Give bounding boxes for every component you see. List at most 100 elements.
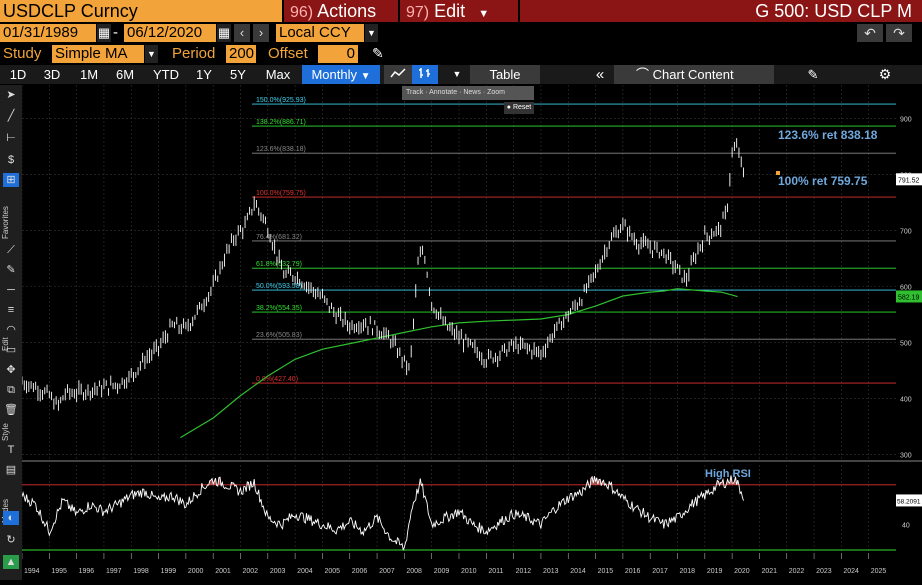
range-ytd[interactable]: YTD bbox=[153, 67, 179, 82]
y-tick-label: 900 bbox=[900, 117, 912, 124]
range-6m[interactable]: 6M bbox=[115, 67, 135, 82]
mode-icon[interactable]: ◐ bbox=[3, 511, 19, 525]
green-mode-icon[interactable]: ▲ bbox=[3, 555, 19, 569]
bar-chart-icon[interactable] bbox=[412, 65, 438, 84]
y-tick-label: 300 bbox=[900, 452, 912, 459]
chart-content-label: Chart Content bbox=[652, 67, 734, 82]
x-tick-label: 2018 bbox=[680, 568, 696, 575]
study-select[interactable]: Simple MA bbox=[52, 45, 144, 63]
annotation-marker bbox=[776, 171, 780, 175]
pen-icon[interactable]: ✎ bbox=[6, 264, 16, 276]
move-icon[interactable]: ✥ bbox=[6, 364, 16, 376]
arc-icon[interactable]: ◠ bbox=[6, 324, 16, 336]
chevron-down-icon[interactable]: ▼ bbox=[365, 24, 378, 42]
calendar-icon[interactable]: ▦ bbox=[217, 24, 231, 42]
last-price-value: 791.52 bbox=[898, 177, 920, 184]
rsi-last-value: 58.2091 bbox=[897, 498, 921, 505]
range-1y[interactable]: 1Y bbox=[196, 67, 212, 82]
x-tick-label: 2002 bbox=[243, 568, 259, 575]
currency-select[interactable]: Local CCY bbox=[276, 24, 364, 42]
start-date-field[interactable]: 01/31/1989 bbox=[0, 24, 96, 42]
study-label: Study bbox=[3, 45, 42, 62]
range-max[interactable]: Max bbox=[265, 67, 291, 82]
shape-icon[interactable]: ▭ bbox=[5, 344, 17, 356]
end-date-field[interactable]: 06/12/2020 bbox=[124, 24, 216, 42]
offset-field[interactable]: 0 bbox=[318, 45, 358, 63]
x-tick-label: 2015 bbox=[598, 568, 614, 575]
fib-level-label: 138.2%(886.71) bbox=[256, 119, 306, 126]
track-button[interactable]: Track bbox=[406, 89, 424, 96]
favorites-label: Favorites bbox=[1, 206, 10, 239]
calendar-icon[interactable]: ▦ bbox=[97, 24, 111, 42]
x-tick-label: 1998 bbox=[133, 568, 149, 575]
annotation-1236: 123.6% ret 838.18 bbox=[778, 128, 878, 142]
cursor-icon[interactable]: ➤ bbox=[6, 89, 16, 101]
collapse-icon[interactable]: « bbox=[595, 66, 605, 83]
fib-icon[interactable]: ⊞ bbox=[3, 173, 19, 187]
next-arrow-icon[interactable]: › bbox=[253, 24, 269, 42]
chevron-down-icon[interactable]: ▼ bbox=[145, 45, 158, 63]
edit-label: Edit bbox=[434, 1, 466, 21]
reset-button[interactable]: ● Reset bbox=[504, 102, 534, 114]
ma-price-tag bbox=[896, 290, 922, 303]
gear-icon[interactable]: ⚙ bbox=[878, 66, 892, 82]
redo-icon[interactable]: ↷ bbox=[886, 24, 912, 42]
undo-icon[interactable]: ↶ bbox=[857, 24, 883, 42]
chevron-down-icon: ▼ bbox=[360, 71, 371, 82]
dash-icon[interactable]: ─ bbox=[7, 284, 15, 296]
edit-pencil-icon[interactable]: ✎ bbox=[807, 67, 819, 82]
line-draw-icon[interactable]: ╱ bbox=[7, 110, 15, 122]
dollar-icon[interactable]: $ bbox=[7, 154, 15, 166]
x-tick-label: 1999 bbox=[161, 568, 177, 575]
x-tick-label: 2020 bbox=[734, 568, 750, 575]
table-button[interactable]: Table bbox=[489, 67, 521, 82]
chart-toolbar: 1D 3D 1M 6M YTD 1Y 5Y Max Monthly ▼ ▼ Ta… bbox=[0, 65, 922, 84]
text-icon[interactable]: T bbox=[7, 444, 15, 456]
range-1d[interactable]: 1D bbox=[9, 67, 27, 82]
chart-area[interactable]: 0.0%(427.40) 23.6%(505.83) 38.2%(554.35) 50… bbox=[21, 85, 922, 580]
trash-icon[interactable]: 🗑 bbox=[4, 404, 18, 416]
actions-menu[interactable]: 96) Actions ▼ bbox=[284, 0, 398, 44]
annotate-button[interactable]: Annotate bbox=[429, 89, 458, 96]
x-tick-label: 2010 bbox=[461, 568, 477, 575]
date-separator: - bbox=[113, 24, 118, 41]
chevron-down-icon: ▼ bbox=[478, 8, 490, 20]
x-tick-label: 1997 bbox=[106, 568, 122, 575]
edit-menu[interactable]: 97) Edit ▼ bbox=[400, 0, 518, 22]
frequency-select[interactable]: Monthly ▼ bbox=[302, 65, 380, 84]
fib-level-label: 100.0%(759.75) bbox=[256, 190, 306, 197]
range-5y[interactable]: 5Y bbox=[230, 67, 246, 82]
pencil-icon[interactable]: ✎ bbox=[372, 45, 384, 61]
color-icon[interactable]: ▤ bbox=[5, 464, 17, 476]
brush-icon[interactable]: ⟋ bbox=[7, 244, 15, 256]
channel-icon[interactable]: ≡ bbox=[7, 304, 15, 316]
annotation-100: 100% ret 759.75 bbox=[778, 174, 868, 188]
chart-content-button[interactable]: ⌒ Chart Content bbox=[636, 65, 776, 84]
annotate-toolbar: Track · Annotate · News · Zoom bbox=[402, 86, 534, 100]
title-bar: USDCLP Curncy 96) Actions ▼ 97) Edit ▼ G… bbox=[0, 0, 922, 44]
range-1m[interactable]: 1M bbox=[79, 67, 99, 82]
refresh-icon[interactable]: ↻ bbox=[6, 534, 16, 546]
ruler-icon[interactable]: ⊢ bbox=[6, 132, 16, 144]
line-chart-icon[interactable] bbox=[384, 65, 412, 84]
fib-level-label: 0.0%(427.40) bbox=[256, 376, 298, 383]
prev-arrow-icon[interactable]: ‹ bbox=[234, 24, 250, 42]
x-tick-label: 2004 bbox=[297, 568, 313, 575]
fib-level-label: 76.4%(681.32) bbox=[256, 234, 302, 241]
period-field[interactable]: 200 bbox=[226, 45, 256, 63]
range-3d[interactable]: 3D bbox=[43, 67, 61, 82]
y-tick-label: 700 bbox=[900, 229, 912, 236]
moving-average-line bbox=[180, 288, 738, 439]
zoom-button[interactable]: Zoom bbox=[487, 89, 506, 96]
x-tick-label: 1995 bbox=[51, 568, 67, 575]
last-price-tag bbox=[896, 173, 922, 186]
rsi-last-tag bbox=[896, 494, 922, 507]
news-button[interactable]: News bbox=[463, 89, 481, 96]
x-tick-label: 2000 bbox=[188, 568, 204, 575]
edit-number: 97) bbox=[406, 4, 430, 21]
date-bar: 01/31/1989 ▦ - 06/12/2020 ▦ ‹ › Local CC… bbox=[0, 23, 922, 43]
copy-icon[interactable]: ⧉ bbox=[7, 384, 15, 396]
chevron-down-icon[interactable]: ▼ bbox=[452, 69, 462, 79]
price-chart[interactable]: 0.0%(427.40) 23.6%(505.83) 38.2%(554.35) 50… bbox=[21, 85, 922, 580]
ticker-field[interactable]: USDCLP Curncy bbox=[0, 0, 282, 22]
